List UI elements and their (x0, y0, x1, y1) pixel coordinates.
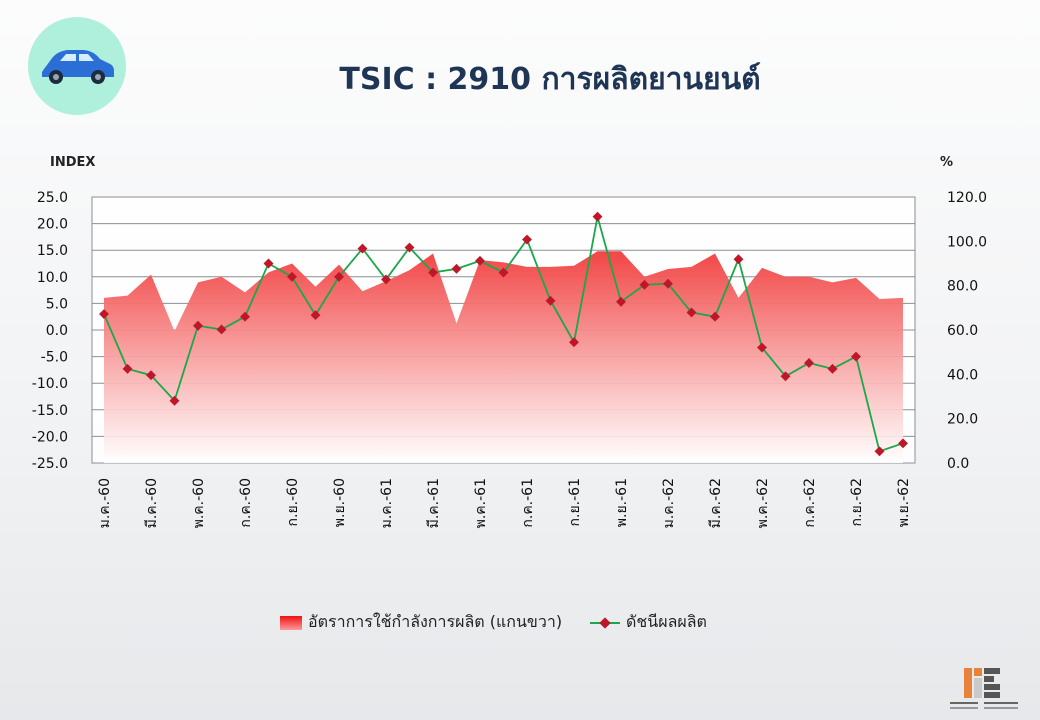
utilization-area-layer (104, 251, 903, 463)
x-tick-label: ก.ค.-62 (802, 478, 818, 528)
car-badge (28, 17, 126, 115)
left-tick-label: -25.0 (32, 456, 68, 472)
index-point (686, 307, 697, 318)
x-tick-label: มี.ค.-60 (144, 478, 160, 528)
x-tick-label: พ.ค.-61 (473, 478, 489, 528)
left-tick-label: 20.0 (37, 217, 68, 233)
index-point (639, 279, 650, 290)
left-tick-label: 15.0 (37, 243, 68, 259)
left-tick-label: 5.0 (46, 296, 68, 312)
legend-area-label: อัตราการใช้กำลังการผลิต (แกนขวา) (308, 612, 563, 631)
index-point (616, 296, 626, 307)
legend-item-index: ดัชนีผลผลิต (590, 610, 707, 635)
index-point (804, 358, 814, 368)
index-point (569, 337, 579, 348)
page-title: TSIC : 2910 การผลิตยานยนต์ (339, 62, 761, 97)
left-tick-label: -5.0 (41, 350, 68, 366)
right-tick-label: 0.0 (947, 456, 969, 472)
x-tick-label: ก.ค.-60 (238, 478, 254, 528)
index-point (287, 271, 297, 282)
right-axis-ticks: 120.0 100.0 80.0 60.0 40.0 20.0 0.0 (947, 190, 987, 472)
x-tick-label: มี.ค.-62 (708, 478, 724, 528)
index-point (428, 267, 438, 278)
index-point (381, 274, 391, 285)
utilization-area (104, 251, 903, 463)
x-tick-label: พ.ค.-62 (755, 478, 771, 528)
legend: อัตราการใช้กำลังการผลิต (แกนขวา) ดัชนีผล… (280, 610, 760, 636)
x-tick-label: ก.ย.-60 (285, 478, 301, 526)
index-point (498, 267, 509, 278)
index-point (240, 311, 250, 322)
left-tick-label: 10.0 (37, 270, 68, 286)
left-tick-label: -10.0 (32, 376, 68, 392)
x-tick-label: พ.ย.-62 (896, 478, 912, 527)
index-point (310, 310, 321, 321)
index-point (522, 234, 532, 245)
left-axis-unit: INDEX (50, 155, 96, 170)
right-tick-label: 100.0 (947, 234, 987, 250)
index-point (263, 258, 274, 269)
x-tick-label: ก.ย.-61 (567, 478, 583, 526)
right-axis-unit: % (940, 155, 954, 170)
left-tick-label: -20.0 (32, 429, 68, 445)
right-tick-label: 120.0 (947, 190, 987, 206)
right-tick-label: 80.0 (947, 279, 978, 295)
index-point (475, 255, 485, 266)
right-tick-label: 60.0 (947, 323, 978, 339)
index-point (357, 243, 368, 254)
legend-line-label: ดัชนีผลผลิต (626, 612, 707, 631)
x-tick-label: พ.ย.-60 (332, 478, 348, 527)
x-axis-ticks: ม.ค.-60 มี.ค.-60 พ.ค.-60 ก.ค.-60 ก.ย.-60 พ.ย.… (97, 478, 912, 528)
index-point (874, 446, 885, 457)
index-line-layer (99, 211, 908, 457)
index-point (733, 254, 744, 265)
x-tick-label: ก.ค.-61 (520, 478, 536, 528)
car-icon (42, 50, 114, 84)
x-tick-label: พ.ย.-61 (614, 478, 630, 527)
index-point (663, 278, 673, 289)
index-point (146, 370, 156, 381)
office-logo (950, 668, 1018, 709)
index-point (827, 363, 838, 374)
x-tick-label: ก.ย.-62 (849, 478, 865, 526)
index-point (451, 263, 462, 274)
index-point (592, 211, 603, 222)
left-tick-label: -15.0 (32, 403, 68, 419)
left-tick-label: 0.0 (46, 323, 68, 339)
x-tick-label: พ.ค.-60 (191, 478, 207, 528)
index-point (710, 311, 720, 322)
index-point (404, 242, 415, 253)
left-tick-label: 25.0 (37, 190, 68, 206)
legend-line-swatch (590, 616, 620, 630)
legend-area-swatch (280, 615, 302, 630)
right-tick-label: 20.0 (947, 412, 978, 428)
index-point (898, 438, 908, 449)
left-axis-ticks: 25.0 20.0 15.0 10.0 5.0 0.0 -5.0 -10.0 -15.0 -20.… (32, 190, 68, 472)
x-tick-label: ม.ค.-60 (97, 478, 113, 528)
right-tick-label: 40.0 (947, 367, 978, 383)
index-point (851, 351, 861, 362)
x-tick-label: ม.ค.-62 (661, 478, 677, 528)
index-point (216, 324, 227, 335)
x-tick-label: มี.ค.-61 (426, 478, 442, 528)
index-point (780, 371, 791, 382)
index-point (193, 320, 203, 331)
index-point (334, 271, 344, 282)
index-point (757, 342, 767, 353)
chart: 25.0 20.0 15.0 10.0 5.0 0.0 -5.0 -10.0 -15.0 -20.… (32, 190, 987, 528)
x-tick-label: ม.ค.-61 (379, 478, 395, 528)
legend-item-utilization: อัตราการใช้กำลังการผลิต (แกนขวา) (280, 610, 562, 635)
index-point (169, 395, 180, 406)
index-point (545, 295, 556, 306)
